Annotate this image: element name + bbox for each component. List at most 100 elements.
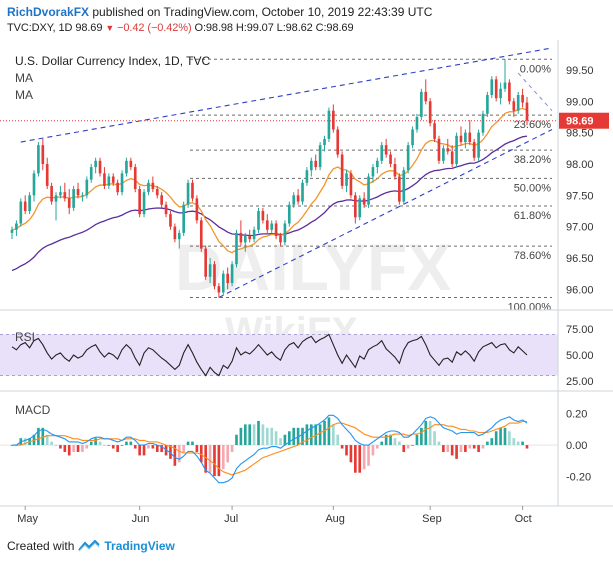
- price-tick-label: 97.50: [566, 190, 594, 202]
- candle-body: [318, 145, 322, 168]
- candle-body: [494, 79, 498, 99]
- candle-body: [481, 113, 485, 133]
- candle: [235, 229, 238, 268]
- macd-tick-label: -0.20: [566, 471, 591, 483]
- candle-body: [472, 142, 476, 158]
- macd-histogram-bar: [226, 445, 230, 463]
- candle-body: [486, 95, 489, 114]
- candlestick-series: [10, 59, 529, 298]
- candle: [393, 157, 397, 180]
- macd-histogram-bar: [499, 427, 502, 446]
- candle: [177, 229, 181, 249]
- macd-histogram-bar: [279, 438, 282, 446]
- candle: [89, 163, 93, 183]
- watermark-dailyfx: DAILYFX: [175, 230, 451, 304]
- macd-histogram-bar: [459, 445, 463, 452]
- candle: [433, 120, 436, 143]
- candle-body: [420, 91, 423, 117]
- symbol-label: TVC:DXY, 1D: [7, 22, 73, 34]
- candle: [472, 138, 476, 161]
- candle: [442, 145, 445, 164]
- candle-body: [345, 173, 348, 186]
- candle: [243, 232, 247, 252]
- candle: [332, 104, 335, 133]
- macd-histogram-bar: [195, 445, 199, 452]
- candle: [10, 226, 14, 240]
- candle-body: [332, 110, 335, 130]
- macd-histogram-bar: [252, 424, 256, 446]
- price-tick-label: 98.00: [566, 159, 594, 171]
- macd-histogram-bar: [54, 445, 58, 446]
- macd-histogram-bar: [327, 417, 331, 446]
- candle-body: [503, 82, 507, 89]
- candle: [411, 126, 414, 149]
- candle-body: [125, 160, 128, 174]
- candle-body: [243, 236, 247, 243]
- fib-level-label: 0.00%: [520, 63, 551, 75]
- candle: [499, 82, 502, 105]
- candle-body: [63, 192, 67, 199]
- candle-body: [516, 95, 520, 111]
- macd-histogram-bar: [151, 445, 155, 449]
- candle-body: [521, 95, 524, 103]
- candle-body: [72, 189, 75, 208]
- publish-info: RichDvorakFX published on TradingView.co…: [7, 5, 432, 19]
- chart-title: U.S. Dollar Currency Index, 1D, TVC: [15, 54, 211, 68]
- macd-histogram-bar: [521, 441, 524, 446]
- candle: [283, 220, 287, 246]
- candle-body: [37, 145, 40, 174]
- macd-histogram-bar: [376, 445, 379, 449]
- macd-histogram-bar: [516, 441, 520, 446]
- candle: [213, 261, 216, 290]
- candle-body: [94, 160, 97, 168]
- candle: [279, 232, 282, 246]
- macd-histogram-bar: [94, 438, 97, 446]
- macd-histogram-bar: [362, 445, 366, 470]
- candle-body: [208, 264, 212, 277]
- macd-histogram-bar: [472, 445, 476, 449]
- candle: [37, 142, 40, 177]
- macd-histogram-bar: [41, 427, 45, 446]
- candle: [358, 195, 362, 221]
- candle: [494, 76, 498, 102]
- candle: [142, 189, 146, 218]
- trendline-short: [517, 72, 553, 112]
- macd-histogram-bar: [23, 438, 27, 446]
- macd-histogram-bar: [45, 434, 49, 446]
- candle: [261, 207, 265, 224]
- candle-body: [221, 273, 225, 293]
- macd-histogram-bar: [490, 438, 494, 446]
- candle-body: [270, 223, 274, 230]
- candle-body: [138, 189, 141, 215]
- macd-histogram-bar: [270, 427, 274, 446]
- macd-histogram-bar: [389, 434, 392, 446]
- candle: [305, 167, 309, 186]
- macd-histogram-bar: [332, 424, 335, 446]
- candle: [503, 59, 507, 92]
- macd-histogram-bar: [393, 438, 397, 446]
- macd-histogram-bar: [213, 445, 216, 477]
- macd-histogram-bar: [230, 445, 234, 452]
- candle: [147, 179, 150, 196]
- macd-histogram-bar: [525, 445, 529, 449]
- tradingview-link[interactable]: TradingView: [104, 539, 175, 553]
- macd-histogram-bar: [265, 427, 269, 446]
- macd-histogram-bar: [63, 445, 67, 452]
- candle: [252, 226, 256, 243]
- candle: [384, 138, 388, 158]
- candle: [94, 157, 97, 174]
- macd-histogram-bar: [468, 445, 472, 449]
- macd-histogram-bar: [85, 445, 89, 449]
- candle: [116, 179, 119, 196]
- candle: [420, 88, 423, 121]
- author-name[interactable]: RichDvorakFX: [7, 5, 90, 19]
- candle: [389, 151, 392, 168]
- macd-histogram-bar: [103, 445, 106, 446]
- candle: [125, 157, 128, 177]
- candle-body: [389, 154, 392, 164]
- candle: [371, 163, 375, 183]
- macd-histogram-bar: [305, 424, 309, 446]
- macd-histogram-bar: [296, 427, 300, 446]
- candle-body: [147, 182, 150, 193]
- ohlc-values: O:98.98 H:99.07 L:98.62 C:98.69: [194, 22, 354, 34]
